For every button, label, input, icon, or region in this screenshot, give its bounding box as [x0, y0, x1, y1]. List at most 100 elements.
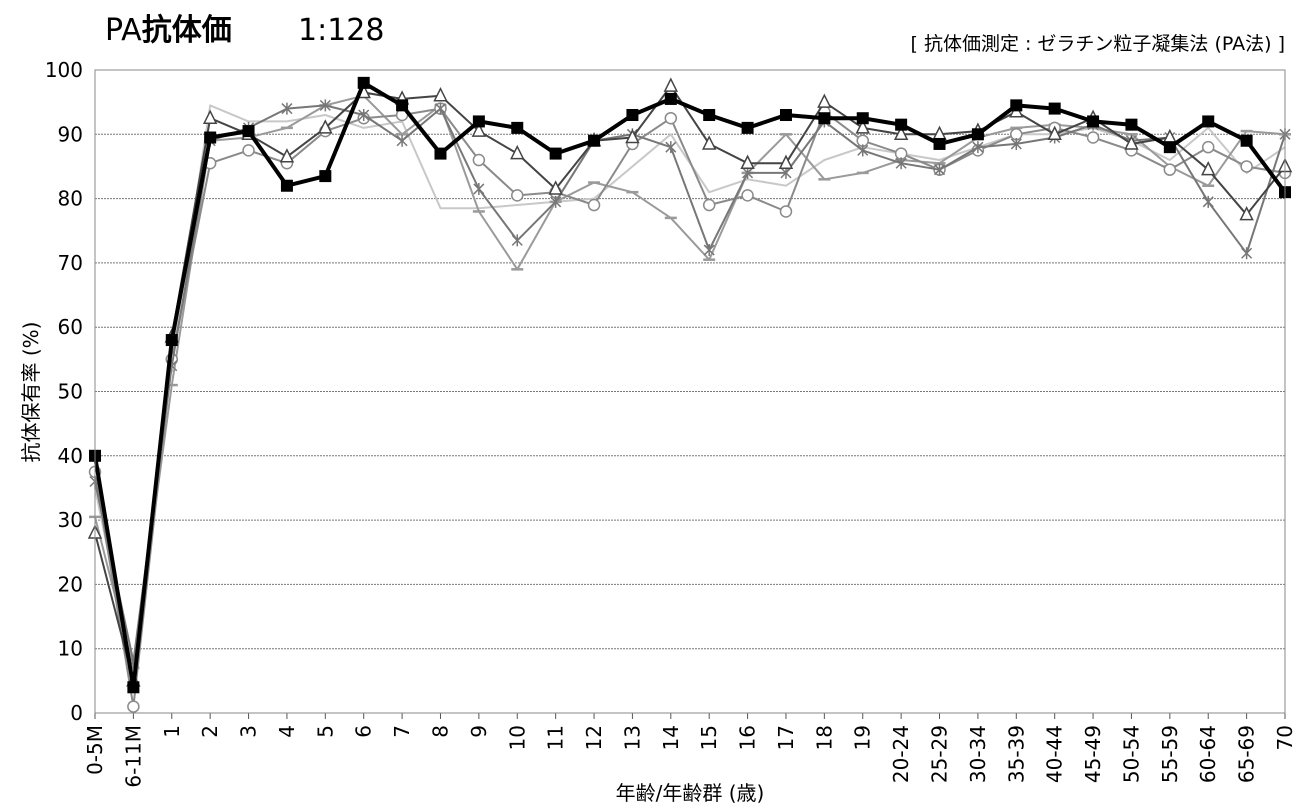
- data-point: [127, 681, 140, 694]
- x-axis-label: 年齢/年齢群 (歳): [616, 781, 765, 805]
- data-point: [779, 109, 792, 122]
- x-tick-label: 8: [428, 725, 452, 738]
- series-group: [87, 76, 1293, 713]
- x-tick-label: 9: [467, 725, 491, 738]
- x-tick-label: 5: [313, 725, 337, 738]
- series-4: [87, 77, 1293, 687]
- data-point: [358, 109, 370, 122]
- data-point: [626, 109, 639, 122]
- data-point: [587, 198, 601, 212]
- y-tick-label: 30: [58, 508, 83, 532]
- data-point: [511, 189, 524, 202]
- y-tick-label: 50: [58, 380, 83, 404]
- x-tick-label: 55-59: [1158, 725, 1182, 783]
- series-line: [94, 94, 1286, 669]
- data-point: [1124, 135, 1139, 150]
- data-point: [319, 99, 331, 112]
- x-tick-label: 13: [620, 725, 644, 750]
- data-point: [510, 144, 525, 160]
- x-tick-label: 25-29: [928, 725, 952, 783]
- data-point: [703, 109, 716, 122]
- data-point: [701, 135, 717, 150]
- x-tick-label: 19: [851, 725, 875, 750]
- data-point: [1202, 115, 1215, 128]
- series-3: [89, 99, 1291, 668]
- x-tick-label: 3: [237, 725, 261, 738]
- title-prefix: PA: [105, 13, 142, 48]
- data-point: [127, 700, 140, 713]
- data-point: [357, 76, 370, 89]
- x-axis-ticks: 0-5M 6-11M 1 2 3 4 5 6 7 8 9 10 11 12 13 14 15 16 17 18 19 20…: [83, 713, 1297, 788]
- x-tick-label: 0-5M: [83, 725, 107, 775]
- data-point: [817, 93, 832, 108]
- data-point: [396, 134, 408, 147]
- data-point: [778, 154, 794, 169]
- x-tick-label: 20-24: [889, 725, 913, 783]
- x-tick-label: 65-69: [1235, 725, 1259, 783]
- y-tick-label: 80: [58, 187, 83, 211]
- data-point: [663, 77, 679, 92]
- data-point: [511, 121, 524, 134]
- series-line: [93, 80, 1287, 690]
- data-point: [1163, 141, 1176, 154]
- data-point: [1201, 160, 1216, 176]
- data-point: [818, 112, 831, 125]
- x-tick-label: 4: [275, 725, 299, 738]
- data-point: [550, 195, 562, 208]
- data-point: [893, 125, 909, 141]
- y-tick-label: 100: [45, 58, 83, 82]
- data-point: [473, 182, 485, 195]
- data-point: [588, 134, 601, 147]
- x-tick-label: 30-34: [966, 725, 990, 783]
- data-point: [740, 154, 755, 169]
- x-tick-label: 60-64: [1196, 725, 1220, 783]
- chart-subtitle: [ 抗体価測定 : ゼラチン粒子凝集法 (PA法) ]: [911, 33, 1286, 55]
- data-point: [1010, 137, 1022, 150]
- data-point: [1010, 99, 1023, 112]
- data-point: [1163, 163, 1177, 176]
- data-point: [1087, 115, 1100, 128]
- data-point: [625, 128, 640, 144]
- y-tick-label: 20: [58, 572, 83, 596]
- x-tick-label: 7: [390, 725, 414, 738]
- data-point: [472, 153, 486, 167]
- x-tick-label: 18: [812, 725, 836, 750]
- x-tick-label: 35-39: [1004, 725, 1028, 783]
- data-point: [548, 180, 563, 195]
- data-point: [279, 148, 295, 163]
- y-tick-label: 70: [58, 251, 83, 275]
- data-point: [1241, 247, 1253, 260]
- series-line: [94, 107, 1286, 708]
- data-point: [1240, 160, 1253, 173]
- data-point: [204, 131, 217, 144]
- data-point: [433, 87, 448, 102]
- y-tick-label: 0: [70, 701, 83, 725]
- data-point: [281, 102, 293, 115]
- series-line: [94, 85, 1286, 682]
- x-tick-label: 15: [697, 725, 721, 750]
- title-bold: 抗体価: [142, 13, 232, 48]
- data-point: [471, 122, 487, 137]
- data-point: [1048, 102, 1061, 115]
- data-point: [933, 137, 946, 150]
- data-point: [319, 170, 332, 183]
- data-point: [511, 234, 523, 247]
- y-axis-ticks: 0 10 20 30 40 50 60 70 80 90 100: [45, 58, 83, 725]
- data-point: [855, 119, 870, 134]
- data-point: [664, 92, 677, 105]
- x-tick-label: 14: [659, 725, 683, 750]
- series-5: [89, 76, 1291, 694]
- data-point: [971, 128, 984, 141]
- x-tick-label: 70: [1273, 725, 1297, 750]
- series-0: [94, 104, 1286, 676]
- x-tick-label: 45-49: [1081, 725, 1105, 783]
- data-point: [549, 147, 562, 160]
- data-point: [434, 102, 447, 115]
- data-point: [1201, 140, 1215, 154]
- chart-title: PA抗体価: [105, 13, 232, 48]
- data-point: [396, 99, 409, 112]
- data-point: [280, 179, 293, 192]
- data-point: [242, 125, 255, 138]
- data-point: [1202, 195, 1214, 208]
